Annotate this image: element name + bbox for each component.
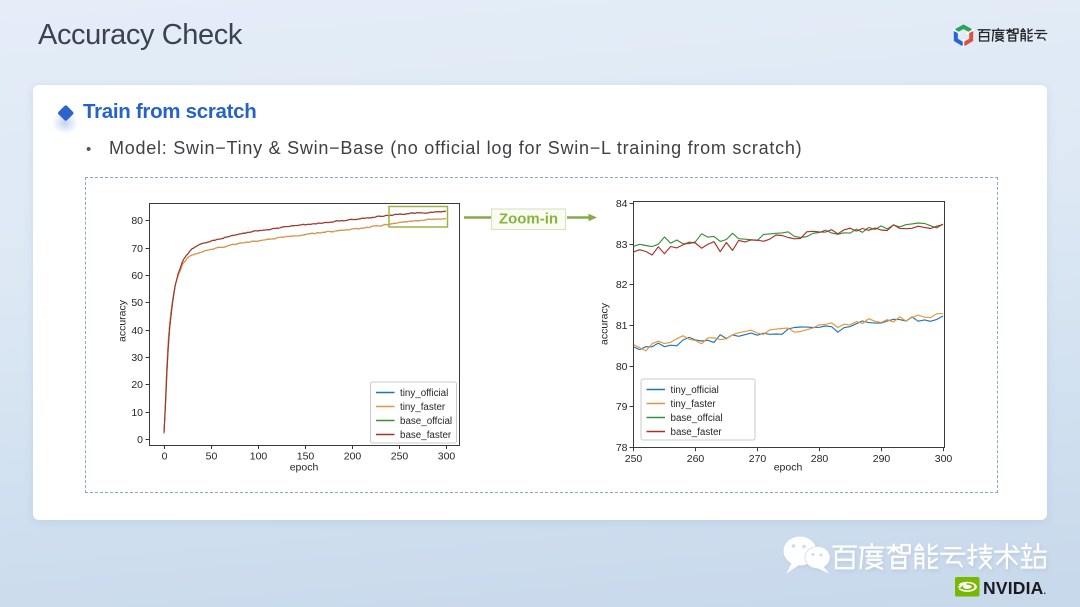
svg-text:300: 300: [438, 451, 456, 463]
svg-text:tiny_faster: tiny_faster: [671, 399, 717, 410]
svg-text:280: 280: [811, 453, 829, 465]
svg-text:80: 80: [131, 215, 143, 227]
svg-text:250: 250: [625, 453, 643, 465]
svg-text:accuracy: accuracy: [599, 302, 611, 345]
svg-text:base_faster: base_faster: [671, 427, 723, 438]
svg-text:80: 80: [616, 361, 628, 373]
svg-text:150: 150: [297, 451, 315, 463]
svg-text:base_faster: base_faster: [400, 430, 452, 441]
svg-text:60: 60: [131, 270, 143, 282]
svg-text:tiny_faster: tiny_faster: [400, 402, 446, 413]
svg-text:83: 83: [616, 239, 628, 251]
svg-text:accuracy: accuracy: [117, 299, 129, 342]
svg-text:70: 70: [131, 243, 143, 255]
svg-text:epoch: epoch: [290, 462, 319, 474]
svg-text:20: 20: [131, 379, 143, 391]
svg-text:base_offcial: base_offcial: [400, 416, 452, 427]
svg-text:200: 200: [344, 451, 362, 463]
svg-text:260: 260: [687, 453, 705, 465]
svg-text:50: 50: [131, 297, 143, 309]
svg-text:79: 79: [616, 401, 628, 413]
svg-text:78: 78: [616, 442, 628, 454]
svg-text:84: 84: [616, 198, 628, 210]
svg-text:epoch: epoch: [774, 462, 803, 474]
svg-text:82: 82: [616, 279, 628, 291]
svg-text:100: 100: [250, 451, 268, 463]
svg-text:tiny_official: tiny_official: [671, 385, 719, 396]
svg-text:290: 290: [873, 453, 891, 465]
svg-text:300: 300: [935, 453, 953, 465]
svg-text:81: 81: [616, 320, 628, 332]
svg-text:50: 50: [206, 451, 218, 463]
svg-text:270: 270: [749, 453, 767, 465]
svg-text:tiny_official: tiny_official: [400, 388, 448, 399]
svg-text:40: 40: [131, 325, 143, 337]
svg-text:250: 250: [391, 451, 409, 463]
svg-text:NVIDIA.: NVIDIA.: [983, 578, 1046, 598]
svg-text:base_offcial: base_offcial: [671, 413, 723, 424]
svg-text:10: 10: [131, 407, 143, 419]
svg-text:0: 0: [162, 451, 168, 463]
svg-text:Zoom-in: Zoom-in: [499, 211, 558, 228]
svg-text:30: 30: [131, 352, 143, 364]
svg-text:0: 0: [137, 434, 143, 446]
